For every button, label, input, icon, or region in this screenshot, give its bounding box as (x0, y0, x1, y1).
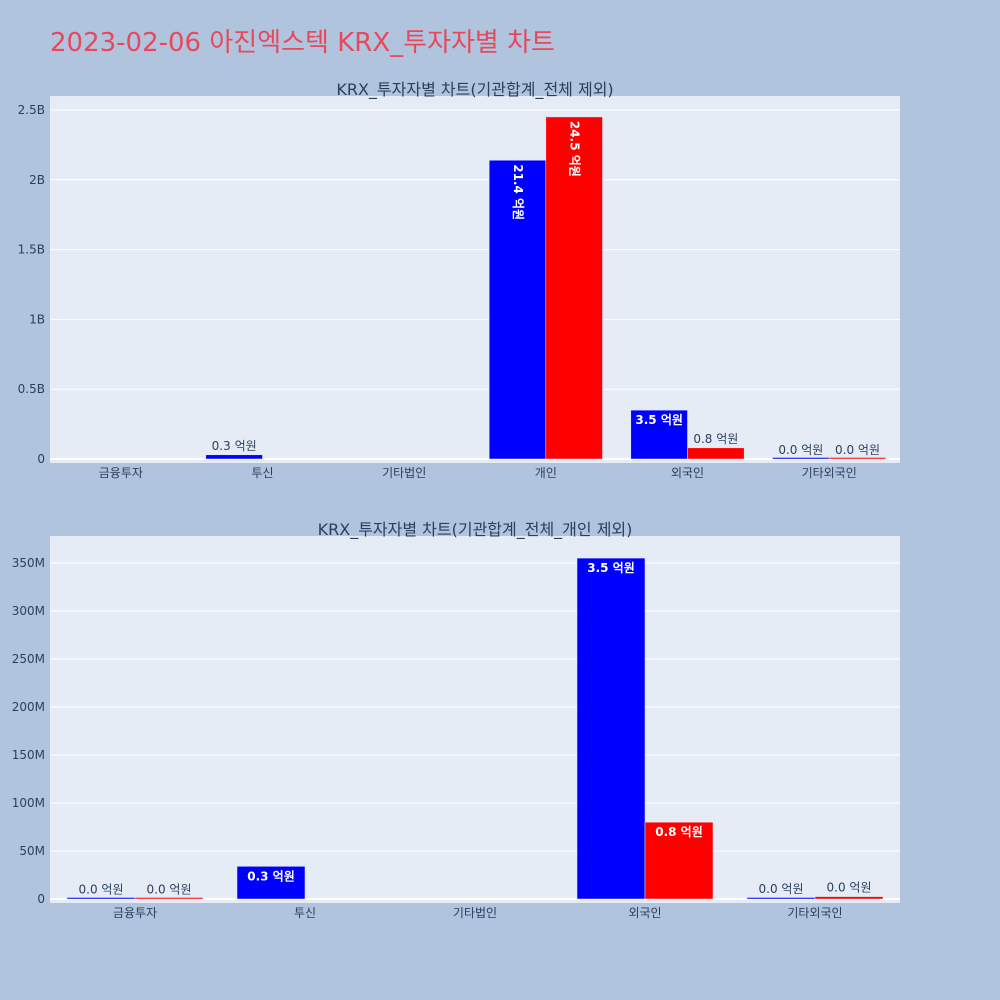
chart-title: KRX_투자자별 차트(기관합계_전체 제외) (336, 80, 613, 100)
y-tick-label: 1B (29, 312, 45, 326)
y-tick-label: 0 (37, 892, 45, 906)
y-tick-label: 300M (12, 604, 45, 618)
bar (814, 896, 884, 900)
bar (205, 454, 263, 460)
x-tick-label: 외국인 (671, 466, 704, 480)
data-label: 3.5 억원 (587, 561, 635, 575)
y-tick-label: 0 (37, 452, 45, 466)
bar (630, 409, 688, 460)
data-label: 0.0 억원 (827, 881, 872, 895)
data-label: 0.8 억원 (693, 432, 738, 446)
chart-1: 0 0.5B 1B 1.5B 2B 2.5B KRX_투자자별 차트(기관합계_전체 제외)… (18, 80, 900, 480)
data-label: 0.3 억원 (247, 869, 295, 883)
bar (687, 447, 745, 460)
plot-area-1 (50, 96, 900, 463)
bar (66, 897, 136, 900)
y-tick-label: 100M (12, 796, 45, 810)
page-title: 2023-02-06 아진엑스텍 KRX_투자자별 차트 (50, 28, 555, 58)
plot-area-2 (50, 536, 900, 903)
bar (644, 821, 714, 900)
y-tick-label: 50M (19, 844, 45, 858)
y-tick-label: 250M (12, 652, 45, 666)
x-tick-label: 투신 (294, 906, 316, 920)
bar (828, 457, 887, 460)
data-label: 3.5 억원 (635, 413, 683, 427)
x-tick-label: 개인 (535, 466, 557, 480)
x-tick-label: 기타외국인 (802, 466, 857, 480)
y-tick-label: 150M (12, 748, 45, 762)
data-label: 0.0 억원 (79, 883, 124, 897)
bar (134, 897, 204, 900)
y-tick-label: 2B (29, 173, 45, 187)
data-label: 0.0 억원 (147, 883, 192, 897)
y-tick-label: 0.5B (18, 382, 45, 396)
data-label: 0.0 억원 (835, 443, 880, 457)
y-tick-label: 1.5B (18, 243, 45, 257)
data-label: 21.4 억원 (511, 164, 525, 220)
y-tick-label: 200M (12, 700, 45, 714)
data-label: 0.8 억원 (655, 825, 703, 839)
chart-2: 0 50M 100M 150M 200M 250M 300M 350M KRX_투자자별 차트(… (12, 520, 900, 920)
bar (236, 866, 306, 900)
x-tick-label: 금융투자 (99, 466, 143, 480)
chart-title: KRX_투자자별 차트(기관합계_전체_개인 제외) (318, 520, 633, 540)
x-tick-label: 금융투자 (113, 906, 157, 920)
data-label: 0.0 억원 (778, 443, 823, 457)
x-tick-label: 기타외국인 (787, 906, 842, 920)
bar (545, 116, 603, 460)
x-tick-label: 기타법인 (453, 906, 497, 920)
x-tick-label: 투신 (251, 466, 273, 480)
bar (746, 897, 816, 900)
x-tick-label: 외국인 (628, 906, 661, 920)
x-tick-label: 기타법인 (382, 466, 426, 480)
bar (772, 457, 830, 460)
data-label: 0.0 억원 (759, 882, 804, 896)
bar (576, 557, 646, 900)
y-tick-label: 350M (12, 556, 45, 570)
data-label: 24.5 억원 (568, 121, 582, 177)
data-label: 0.3 억원 (212, 439, 257, 453)
y-tick-label: 2.5B (18, 103, 45, 117)
